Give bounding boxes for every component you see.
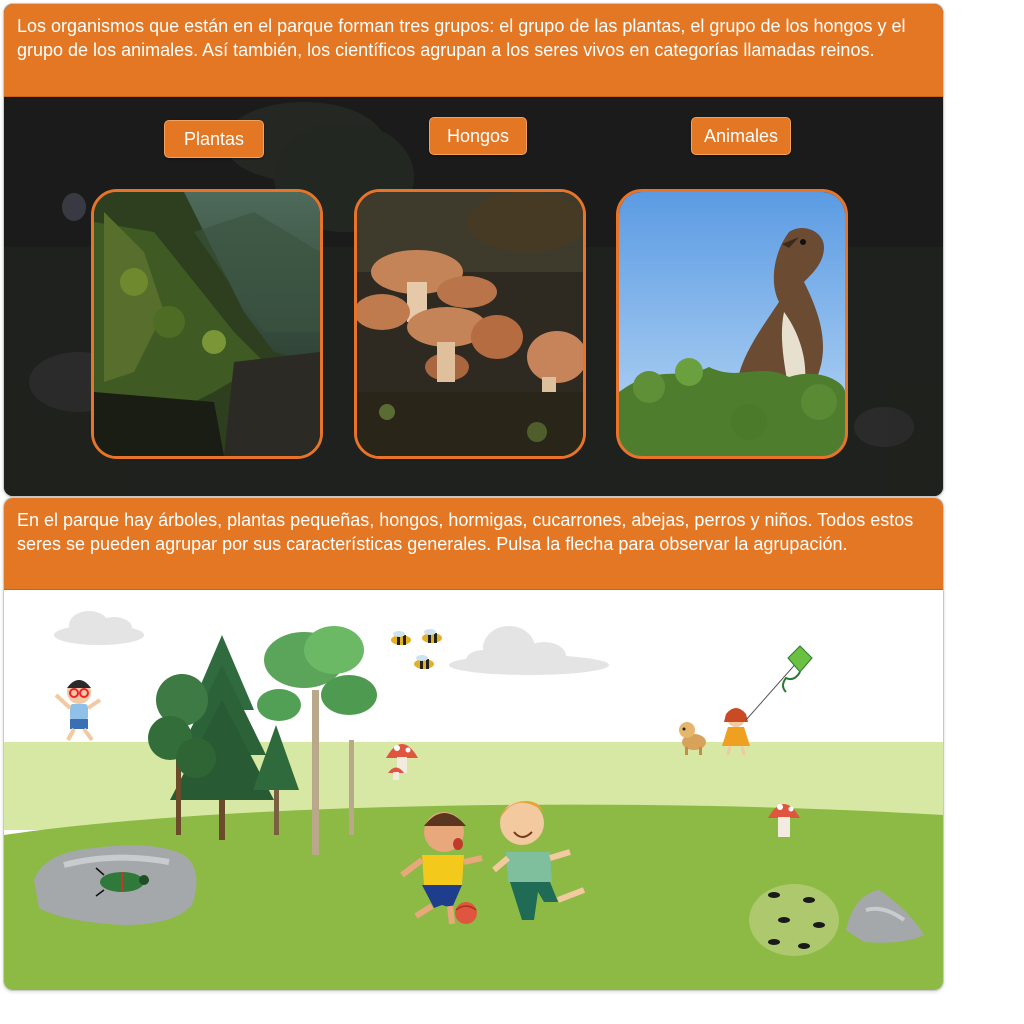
grass-near [4,804,943,990]
ant-icon [749,884,839,956]
beetle-icon [95,867,149,897]
animales-label-button[interactable]: Animales [691,117,791,155]
child-icon [722,708,750,756]
rock-icon [846,890,924,943]
cloud-icon [54,611,144,645]
groups-intro-text: Los organismos que están en el parque fo… [4,4,943,97]
ball-icon [455,902,477,924]
kite-icon [745,645,813,721]
groups-panel: Los organismos que están en el parque fo… [3,3,944,497]
cloud-icon [449,626,609,675]
tree-icon [253,725,299,835]
hawk-photo-icon [619,192,845,456]
plantas-photo-card[interactable] [91,189,323,459]
child-icon [54,680,102,742]
animales-photo-card[interactable] [616,189,848,459]
tree-icon [148,674,216,835]
park-scene-panel: En el parque hay árboles, plantas pequeñ… [3,497,944,991]
child-icon [400,812,483,925]
mushroom-icon [386,744,418,780]
child-icon [492,801,586,920]
cliff-forest-photo-icon [94,192,320,456]
park-scene [4,590,943,990]
hongos-label-button[interactable]: Hongos [429,117,527,155]
park-intro-text: En el parque hay árboles, plantas pequeñ… [4,498,943,590]
bee-icon [422,629,442,643]
plantas-label-button[interactable]: Plantas [164,120,264,158]
bee-icon [391,631,411,645]
mushroom-icon [768,804,800,837]
hongos-photo-card[interactable] [354,189,586,459]
bee-icon [414,655,434,669]
dog-icon [679,722,706,755]
mushroom-cluster-photo-icon [357,192,583,456]
tree-icon [257,626,377,855]
